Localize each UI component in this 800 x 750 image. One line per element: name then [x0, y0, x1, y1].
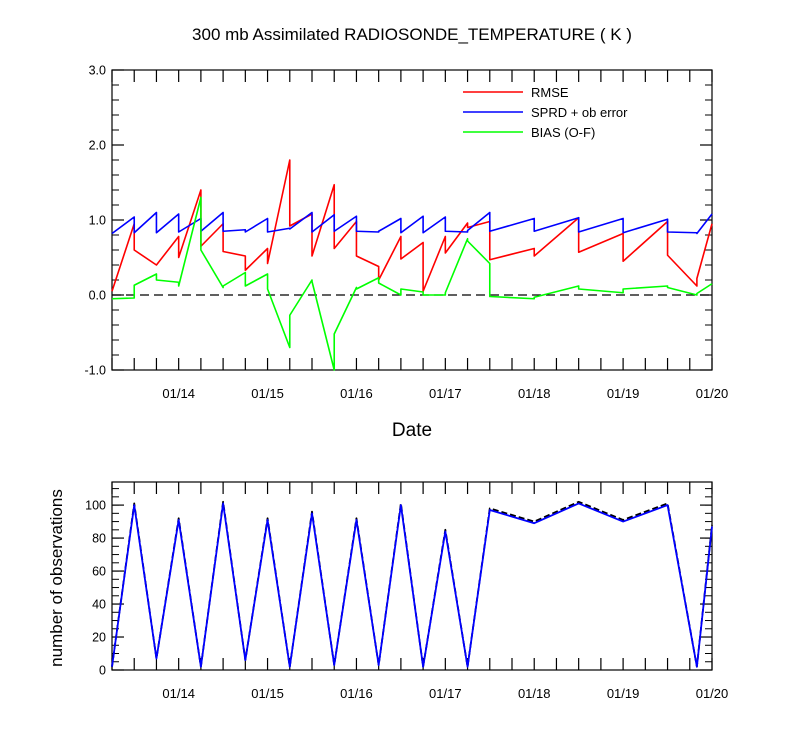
bot-y-tick-label: 100 [85, 499, 106, 513]
top-x-tick-label: 01/20 [696, 386, 729, 401]
top-x-tick-labels: 01/14 01/15 01/16 01/17 01/18 01/19 01/20 [162, 386, 728, 401]
top-series-line-2 [111, 196, 713, 371]
legend-label-2: BIAS (O-F) [531, 125, 595, 140]
top-chart-panel: -1.00.01.02.03.0 01/14 01/15 01/16 01/17 01/… [84, 64, 728, 442]
top-y-tick-labels: -1.0 0.0 1.0 2.0 3.0 [84, 64, 106, 378]
bottom-y-tick-labels: 0 20 40 60 80 100 [85, 499, 106, 678]
bot-y-tick-label: 40 [92, 598, 106, 612]
top-x-tick-label: 01/15 [251, 386, 284, 401]
top-series-line-1 [111, 211, 713, 235]
top-y-tick-label: 3.0 [89, 64, 106, 78]
bot-y-tick-label: 80 [92, 532, 106, 546]
legend: RMSE SPRD + ob error BIAS (O-F) [463, 85, 628, 140]
bottom-axis-ticks [111, 482, 713, 671]
top-y-tick-label: 1.0 [89, 214, 106, 228]
top-y-tick-label: -1.0 [84, 364, 106, 378]
bottom-series-group [111, 500, 713, 668]
bot-y-tick-label: 60 [92, 565, 106, 579]
top-x-tick-label: 01/19 [607, 386, 640, 401]
top-y-tick-label: 0.0 [89, 289, 106, 303]
bot-x-tick-label: 01/20 [696, 686, 729, 701]
y-axis-label-observations: number of observations [47, 489, 66, 667]
bot-x-tick-label: 01/16 [340, 686, 373, 701]
bot-x-tick-label: 01/19 [607, 686, 640, 701]
top-y-tick-label: 2.0 [89, 139, 106, 153]
bot-y-tick-label: 20 [92, 631, 106, 645]
bot-x-tick-label: 01/17 [429, 686, 462, 701]
top-x-tick-label: 01/18 [518, 386, 551, 401]
bottom-plot-frame [111, 481, 713, 671]
top-series-line-0 [111, 159, 713, 293]
legend-label-0: RMSE [531, 85, 569, 100]
bottom-x-tick-labels: 01/14 01/15 01/16 01/17 01/18 01/19 01/20 [162, 686, 728, 701]
chart-title: 300 mb Assimilated RADIOSONDE_TEMPERATUR… [192, 25, 632, 44]
top-axis-ticks [111, 69, 713, 371]
top-x-tick-label: 01/14 [162, 386, 195, 401]
top-x-tick-label: 01/17 [429, 386, 462, 401]
bot-x-tick-label: 01/14 [162, 686, 195, 701]
legend-label-1: SPRD + ob error [531, 105, 628, 120]
x-axis-label: Date [392, 420, 432, 441]
bot-x-tick-label: 01/18 [518, 686, 551, 701]
bot-series-line-1 [111, 502, 713, 668]
bot-y-tick-label: 0 [99, 664, 106, 678]
top-x-tick-label: 01/16 [340, 386, 373, 401]
top-series-group [111, 159, 713, 371]
bot-x-tick-label: 01/15 [251, 686, 284, 701]
